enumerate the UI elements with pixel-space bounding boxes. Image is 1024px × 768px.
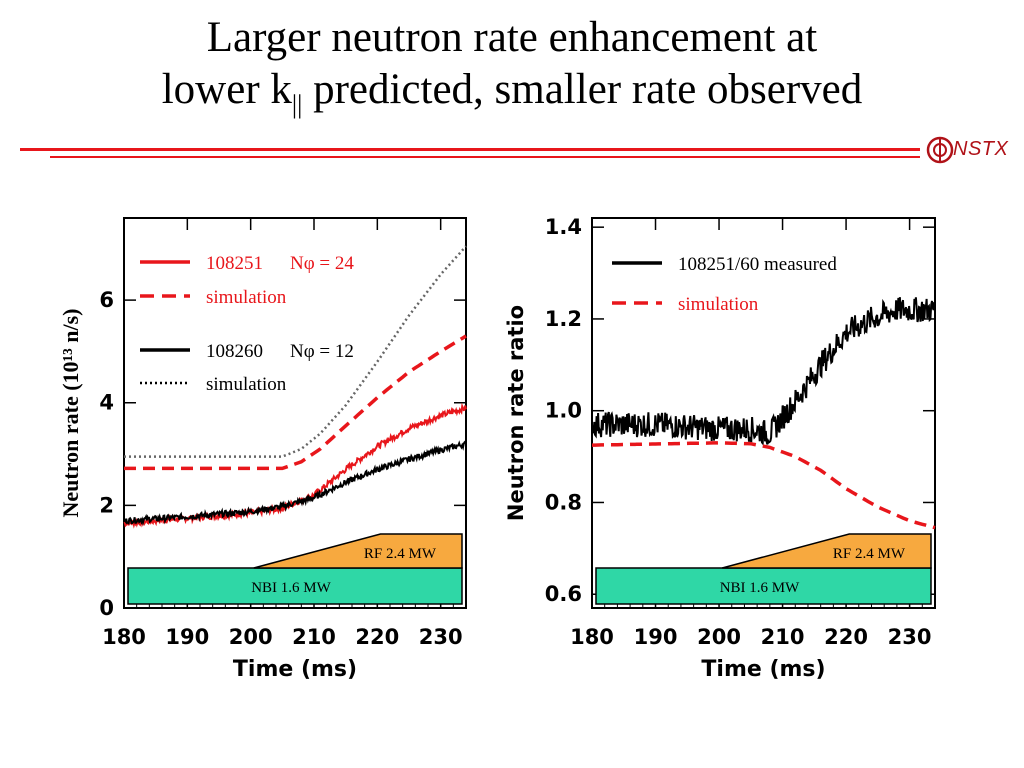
right-x-tick-label: 230 — [888, 625, 932, 649]
left-rf-ramp — [253, 533, 463, 569]
left-series-line-1 — [124, 334, 467, 471]
nstx-logo-text: NSTX — [953, 138, 1009, 160]
right-legend-label: simulation — [678, 294, 759, 315]
left-x-tick-label: 220 — [355, 625, 399, 649]
left-legend-extra: Nφ = 12 — [290, 341, 354, 362]
right-series-line-0 — [591, 297, 936, 446]
right-plot-frame — [591, 217, 936, 609]
slide-title: Larger neutron rate enhancement at lower… — [0, 12, 1024, 131]
right-rf-ramp — [722, 533, 932, 569]
right-x-tick-label: 220 — [824, 625, 868, 649]
left-nbi-label: NBI 1.6 MW — [251, 580, 331, 596]
left-legend-label: simulation — [206, 287, 287, 308]
right-x-tick-label: 200 — [697, 625, 741, 649]
left-legend-extra: Nφ = 24 — [290, 253, 354, 274]
right-y-tick-label: 1.0 — [545, 399, 582, 423]
right-legend-label: 108251/60 measured — [678, 254, 837, 275]
left-y-tick-label: 6 — [99, 288, 114, 312]
right-y-tick-label: 1.4 — [545, 215, 582, 239]
title-line-2-post: predicted, smaller rate observed — [302, 66, 863, 113]
right-x-axis-label: Time (ms) — [701, 657, 825, 682]
right-series-line-1 — [592, 441, 936, 530]
header-rule-top — [20, 148, 920, 151]
left-x-tick-label: 210 — [292, 625, 336, 649]
left-y-tick-label: 2 — [99, 493, 114, 517]
left-nbi-bar — [127, 567, 463, 605]
left-rf-label: RF 2.4 MW — [364, 546, 437, 562]
right-y-tick-label: 1.2 — [545, 307, 582, 331]
right-rf-label: RF 2.4 MW — [833, 546, 906, 562]
left-legend-label: simulation — [206, 374, 287, 395]
left-x-tick-label: 180 — [102, 625, 146, 649]
left-y-tick-label: 0 — [99, 596, 114, 620]
right-x-tick-label: 210 — [761, 625, 805, 649]
title-line-2: lower k|| predicted, smaller rate observ… — [0, 64, 1024, 131]
right-y-tick-label: 0.8 — [545, 490, 582, 514]
left-x-tick-label: 230 — [419, 625, 463, 649]
left-x-axis-label: Time (ms) — [233, 657, 357, 682]
left-x-tick-label: 200 — [229, 625, 273, 649]
right-y-axis-label: Neutron rate ratio — [504, 305, 528, 521]
left-legend-label: 108260 — [206, 341, 263, 362]
left-series-line-2 — [123, 440, 467, 526]
left-series-line-3 — [124, 245, 467, 458]
right-y-tick-label: 0.6 — [545, 582, 582, 606]
right-x-tick-label: 180 — [570, 625, 614, 649]
right-x-tick-label: 190 — [634, 625, 678, 649]
title-line-1: Larger neutron rate enhancement at — [206, 14, 818, 61]
left-y-axis-label: Neutron rate (10¹³ n/s) — [58, 309, 83, 518]
left-y-tick-label: 4 — [99, 391, 114, 415]
nstx-logo-icon — [926, 136, 954, 164]
left-x-tick-label: 190 — [165, 625, 209, 649]
header-rule-bottom — [50, 156, 920, 158]
left-plot-frame — [123, 217, 467, 609]
title-line-2-pre: lower k — [161, 66, 292, 113]
right-nbi-label: NBI 1.6 MW — [720, 580, 800, 596]
left-legend-label: 108251 — [206, 253, 263, 274]
title-line-2-subscript: || — [291, 90, 303, 119]
